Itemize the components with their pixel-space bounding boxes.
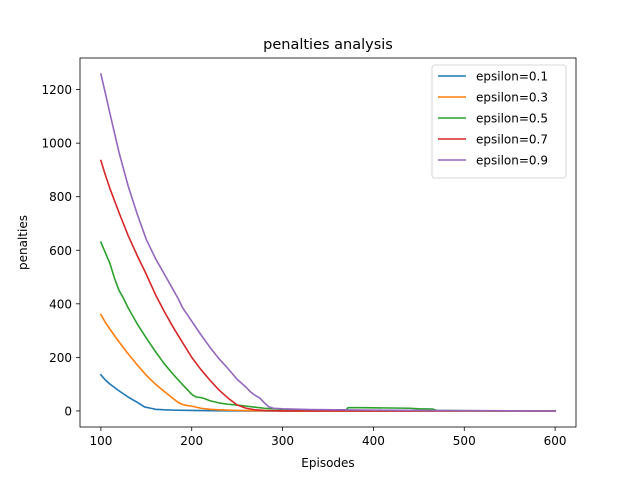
y-tick-label: 800 — [49, 190, 72, 204]
y-tick-label: 400 — [49, 297, 72, 311]
y-axis-label: penalties — [16, 215, 30, 270]
legend-entry: epsilon=0.9 — [476, 154, 548, 168]
series-line-1 — [99, 373, 556, 412]
series-lines — [99, 73, 556, 412]
y-axis: 0 200 400 600 800 1000 1200 — [41, 83, 80, 418]
y-tick-label: 200 — [49, 351, 72, 365]
x-axis-label: Episodes — [301, 456, 354, 470]
chart-title: penalties analysis — [263, 37, 393, 53]
series-line-4 — [99, 159, 556, 412]
x-axis: 100 200 300 400 500 600 — [89, 427, 567, 448]
legend-entry: epsilon=0.5 — [476, 112, 548, 126]
y-tick-label: 1200 — [41, 83, 72, 97]
x-tick-label: 200 — [180, 434, 203, 448]
y-tick-label: 600 — [49, 244, 72, 258]
x-tick-label: 100 — [89, 434, 112, 448]
legend-entry: epsilon=0.7 — [476, 133, 548, 147]
x-tick-label: 400 — [362, 434, 385, 448]
legend: epsilon=0.1 epsilon=0.3 epsilon=0.5 epsilon… — [431, 64, 567, 179]
x-tick-label: 500 — [453, 434, 476, 448]
series-line-3 — [99, 241, 556, 412]
axes-frame — [79, 57, 577, 428]
x-tick-label: 300 — [271, 434, 294, 448]
legend-entry: epsilon=0.3 — [476, 91, 548, 105]
legend-entry: epsilon=0.1 — [476, 70, 548, 84]
series-line-2 — [99, 313, 556, 412]
y-tick-label: 0 — [64, 404, 72, 418]
series-line-5 — [99, 73, 556, 412]
x-tick-label: 600 — [544, 434, 567, 448]
y-tick-label: 1000 — [41, 137, 72, 151]
legend-box — [431, 64, 567, 179]
